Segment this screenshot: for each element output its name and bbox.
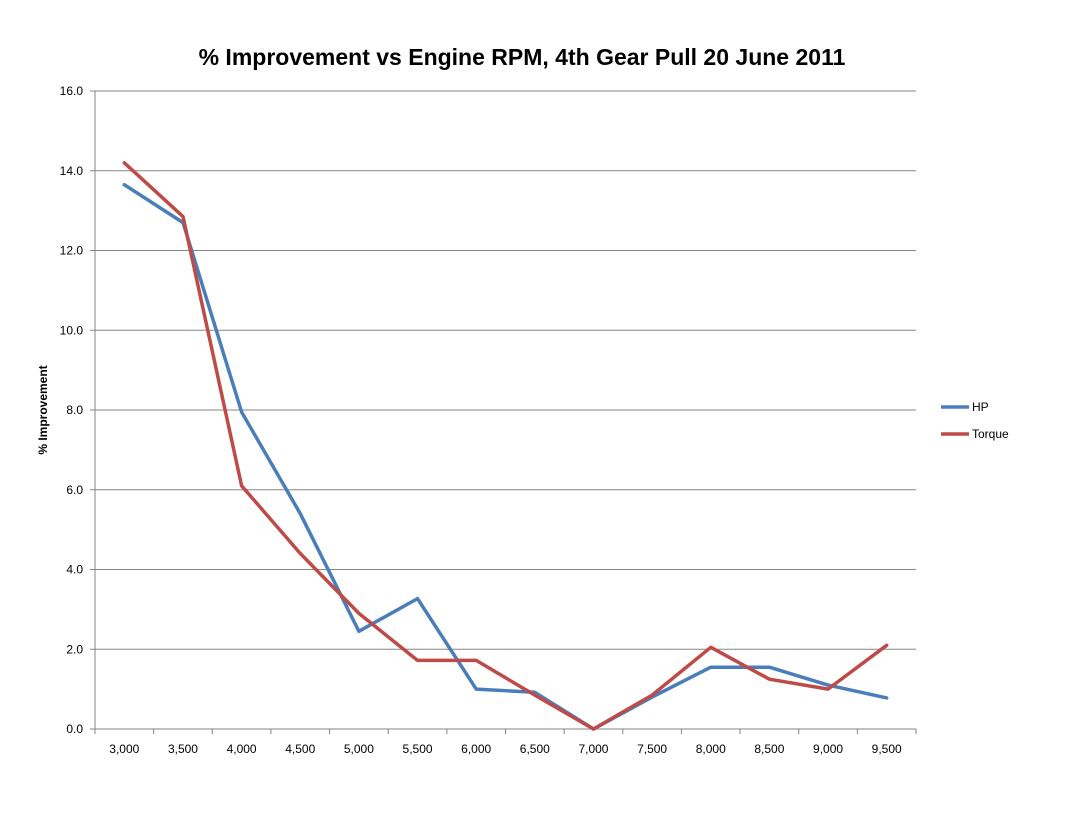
y-tick-label: 0.0	[66, 722, 83, 736]
chart-title: % Improvement vs Engine RPM, 4th Gear Pu…	[199, 44, 846, 70]
series-lines	[122, 161, 889, 731]
x-tick-label: 5,000	[344, 742, 374, 756]
x-tick-label: 9,500	[872, 742, 902, 756]
x-tick-label: 6,500	[520, 742, 550, 756]
y-tick-label: 8.0	[66, 403, 83, 417]
x-tick-label: 7,500	[637, 742, 667, 756]
x-tick-label: 4,500	[285, 742, 315, 756]
series-line-hp	[122, 182, 889, 731]
x-tick-label: 8,000	[696, 742, 726, 756]
x-tick-label: 7,000	[578, 742, 608, 756]
y-tick-label: 16.0	[60, 84, 84, 98]
x-tick-label: 8,500	[754, 742, 784, 756]
y-tick-label: 10.0	[60, 323, 84, 337]
axes: 0.0 2.0 4.0 6.0 8.0 10.0 12.0 14.0 16.0 3,000 3,50…	[60, 84, 917, 756]
x-tick-label: 3,000	[109, 742, 139, 756]
legend: HP Torque	[941, 400, 1009, 441]
y-tick-label: 4.0	[66, 563, 83, 577]
legend-label: Torque	[972, 427, 1009, 441]
x-tick-label: 4,000	[227, 742, 257, 756]
y-axis-label: % Improvement	[36, 365, 50, 454]
x-tick-label: 9,000	[813, 742, 843, 756]
y-tick-label: 14.0	[60, 164, 84, 178]
legend-label: HP	[972, 400, 989, 414]
x-tick-label: 5,500	[403, 742, 433, 756]
y-tick-label: 12.0	[60, 244, 84, 258]
y-tick-label: 6.0	[66, 483, 83, 497]
series-line-torque	[122, 161, 889, 731]
x-tick-label: 6,000	[461, 742, 491, 756]
x-tick-label: 3,500	[168, 742, 198, 756]
y-tick-label: 2.0	[66, 642, 83, 656]
gridlines	[95, 90, 916, 650]
